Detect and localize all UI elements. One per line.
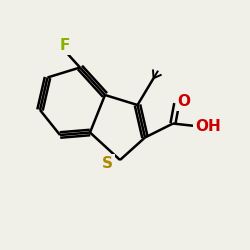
Text: O: O — [178, 94, 191, 108]
Text: S: S — [102, 156, 113, 171]
Text: F: F — [60, 38, 70, 53]
Text: OH: OH — [195, 118, 221, 134]
